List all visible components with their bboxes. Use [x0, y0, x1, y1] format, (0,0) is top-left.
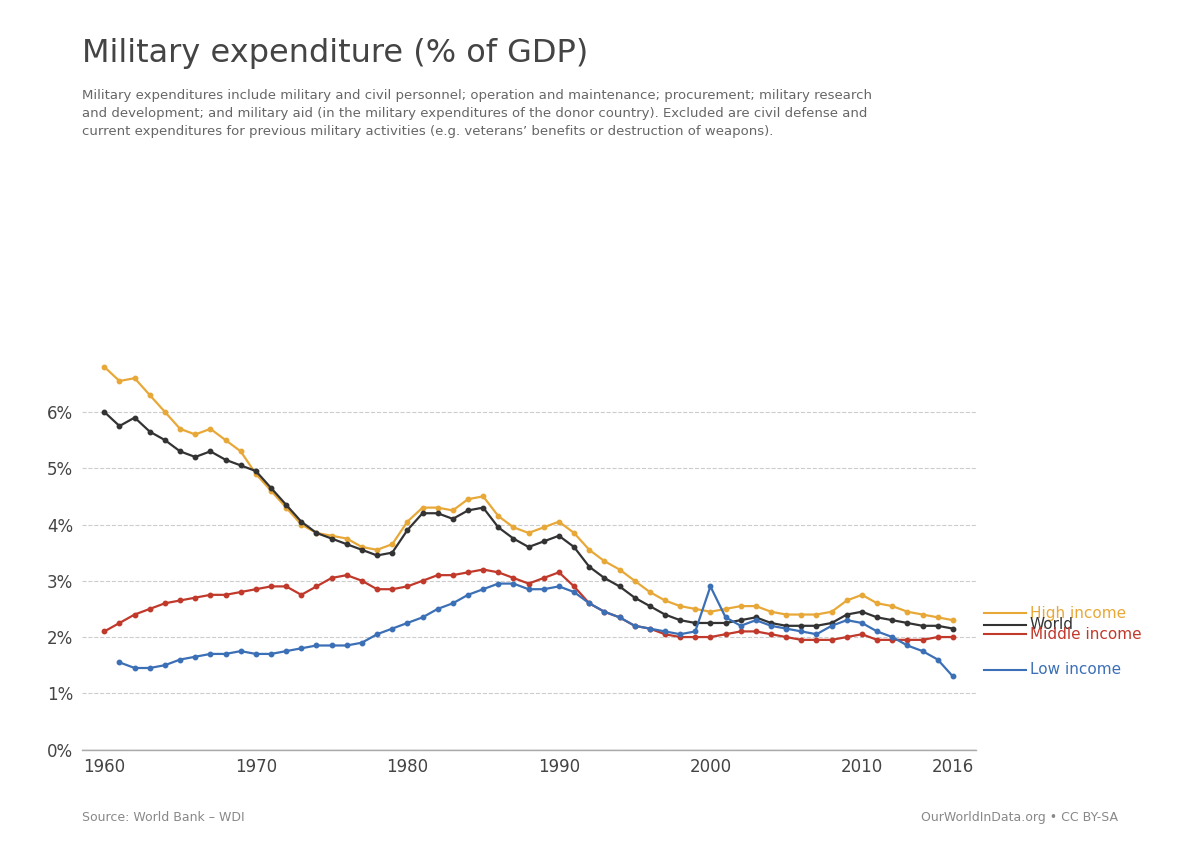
Text: Middle income: Middle income [1030, 627, 1141, 642]
Text: Military expenditure (% of GDP): Military expenditure (% of GDP) [82, 38, 588, 69]
Text: Military expenditures include military and civil personnel; operation and mainte: Military expenditures include military a… [82, 89, 871, 138]
Text: Source: World Bank – WDI: Source: World Bank – WDI [82, 811, 245, 824]
Text: OurWorldInData.org • CC BY-SA: OurWorldInData.org • CC BY-SA [922, 811, 1118, 824]
Text: High income: High income [1030, 606, 1126, 621]
Text: World: World [1030, 617, 1074, 632]
Text: Low income: Low income [1030, 662, 1121, 678]
Text: in Data: in Data [1080, 53, 1134, 66]
Text: Our World: Our World [1068, 27, 1145, 40]
